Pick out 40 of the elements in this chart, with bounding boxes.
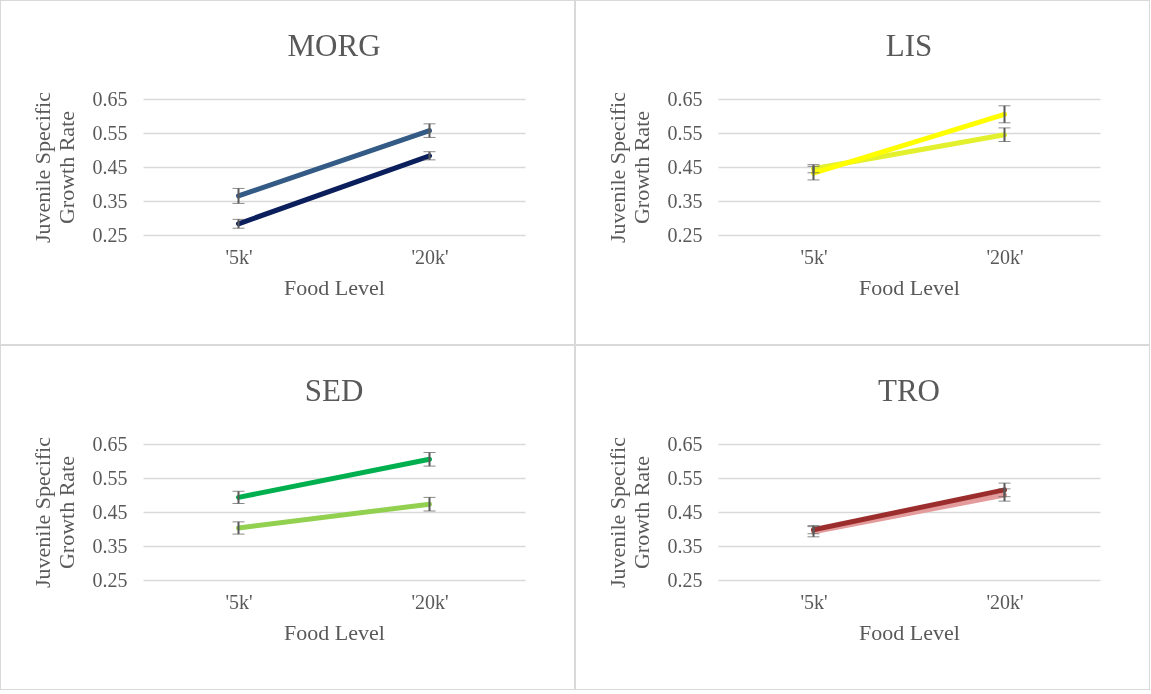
y-axis-title: Juvenile Specific Growth Rate	[604, 436, 654, 588]
x-axis-title: Food Level	[284, 619, 385, 645]
x-axis-title: Food Level	[859, 619, 960, 645]
y-tick-label: 0.45	[92, 500, 128, 523]
y-tick-label: 0.55	[92, 121, 128, 144]
y-axis-title: Juvenile Specific Growth Rate	[29, 436, 79, 588]
y-tick-label: 0.65	[92, 87, 128, 110]
y-tick-label: 0.35	[667, 189, 703, 212]
y-tick-label: 0.35	[92, 534, 128, 557]
x-tick-label: '5k'	[800, 245, 828, 268]
x-tick-label: '20k'	[411, 590, 449, 613]
chart-title: LIS	[885, 28, 933, 63]
y-tick-label: 0.25	[92, 223, 128, 246]
y-axis-title: Juvenile Specific Growth Rate	[604, 91, 654, 243]
x-tick-label: '5k'	[800, 590, 828, 613]
y-tick-label: 0.35	[667, 534, 703, 557]
y-tick-label: 0.45	[92, 155, 128, 178]
y-tick-label: 0.25	[667, 568, 703, 591]
y-tick-label: 0.25	[667, 223, 703, 246]
y-tick-label: 0.65	[667, 432, 703, 455]
y-tick-label: 0.45	[667, 155, 703, 178]
y-tick-label: 0.35	[92, 189, 128, 212]
x-tick-label: '20k'	[411, 245, 449, 268]
x-tick-label: '20k'	[986, 245, 1024, 268]
x-tick-label: '20k'	[986, 590, 1024, 613]
y-tick-label: 0.65	[667, 87, 703, 110]
x-axis-title: Food Level	[284, 274, 385, 300]
y-tick-label: 0.45	[667, 500, 703, 523]
x-tick-label: '5k'	[225, 590, 253, 613]
y-tick-label: 0.25	[92, 568, 128, 591]
chart-title: TRO	[878, 373, 940, 408]
y-tick-label: 0.55	[667, 121, 703, 144]
y-tick-label: 0.65	[92, 432, 128, 455]
y-tick-label: 0.55	[667, 466, 703, 489]
chart-title: MORG	[287, 28, 381, 63]
y-axis-title: Juvenile Specific Growth Rate	[29, 91, 79, 243]
x-tick-label: '5k'	[225, 245, 253, 268]
x-axis-title: Food Level	[859, 274, 960, 300]
y-tick-label: 0.55	[92, 466, 128, 489]
chart-title: SED	[304, 373, 364, 408]
